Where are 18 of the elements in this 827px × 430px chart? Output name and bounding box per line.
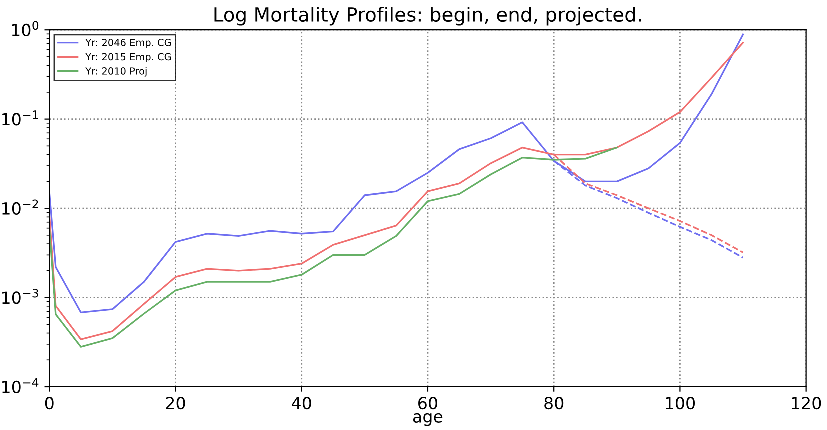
y-tick-label: 10$^{−1}$ [2, 110, 38, 126]
x-tick-label: 80 [544, 397, 564, 410]
y-tick-label: 10$^{−3}$ [2, 288, 38, 304]
legend-label: Yr: 2010 Proj [86, 67, 147, 77]
x-tick-label: 60 [418, 397, 438, 410]
x-tick-label: 100 [666, 397, 696, 410]
chart-title: Log Mortality Profiles: begin, end, projected. [214, 6, 641, 26]
legend-label: Yr: 2046 Emp. CG [86, 39, 172, 48]
x-tick-label: 20 [166, 397, 186, 410]
x-tick-label: 40 [292, 397, 312, 410]
x-tick-label: 120 [792, 397, 822, 410]
x-tick-label: 0 [45, 397, 54, 410]
x-axis-title: age [413, 413, 443, 426]
y-tick-label: 10$^{−4}$ [2, 378, 39, 394]
line-series [50, 146, 618, 348]
y-tick-label: 10$^{−2}$ [2, 200, 38, 215]
legend-label: Yr: 2015 Emp. CG [86, 53, 172, 63]
y-tick-label: 10$^{0}$ [12, 21, 39, 37]
